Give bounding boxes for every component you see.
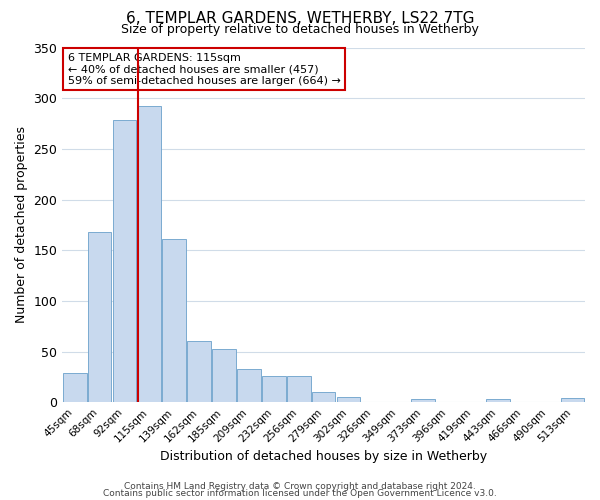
Bar [312, 392, 335, 402]
Bar [287, 376, 311, 402]
X-axis label: Distribution of detached houses by size in Wetherby: Distribution of detached houses by size … [160, 450, 487, 462]
Bar [561, 398, 584, 402]
Y-axis label: Number of detached properties: Number of detached properties [15, 126, 28, 324]
Bar [262, 376, 286, 402]
Bar [63, 373, 86, 402]
Text: 6, TEMPLAR GARDENS, WETHERBY, LS22 7TG: 6, TEMPLAR GARDENS, WETHERBY, LS22 7TG [126, 11, 474, 26]
Text: 6 TEMPLAR GARDENS: 115sqm
← 40% of detached houses are smaller (457)
59% of semi: 6 TEMPLAR GARDENS: 115sqm ← 40% of detac… [68, 53, 340, 86]
Bar [412, 399, 435, 402]
Bar [212, 348, 236, 402]
Bar [137, 106, 161, 402]
Text: Contains HM Land Registry data © Crown copyright and database right 2024.: Contains HM Land Registry data © Crown c… [124, 482, 476, 491]
Bar [163, 239, 186, 402]
Bar [337, 397, 361, 402]
Text: Contains public sector information licensed under the Open Government Licence v3: Contains public sector information licen… [103, 489, 497, 498]
Bar [486, 399, 510, 402]
Bar [113, 120, 136, 402]
Text: Size of property relative to detached houses in Wetherby: Size of property relative to detached ho… [121, 22, 479, 36]
Bar [88, 232, 112, 402]
Bar [237, 369, 261, 402]
Bar [187, 342, 211, 402]
